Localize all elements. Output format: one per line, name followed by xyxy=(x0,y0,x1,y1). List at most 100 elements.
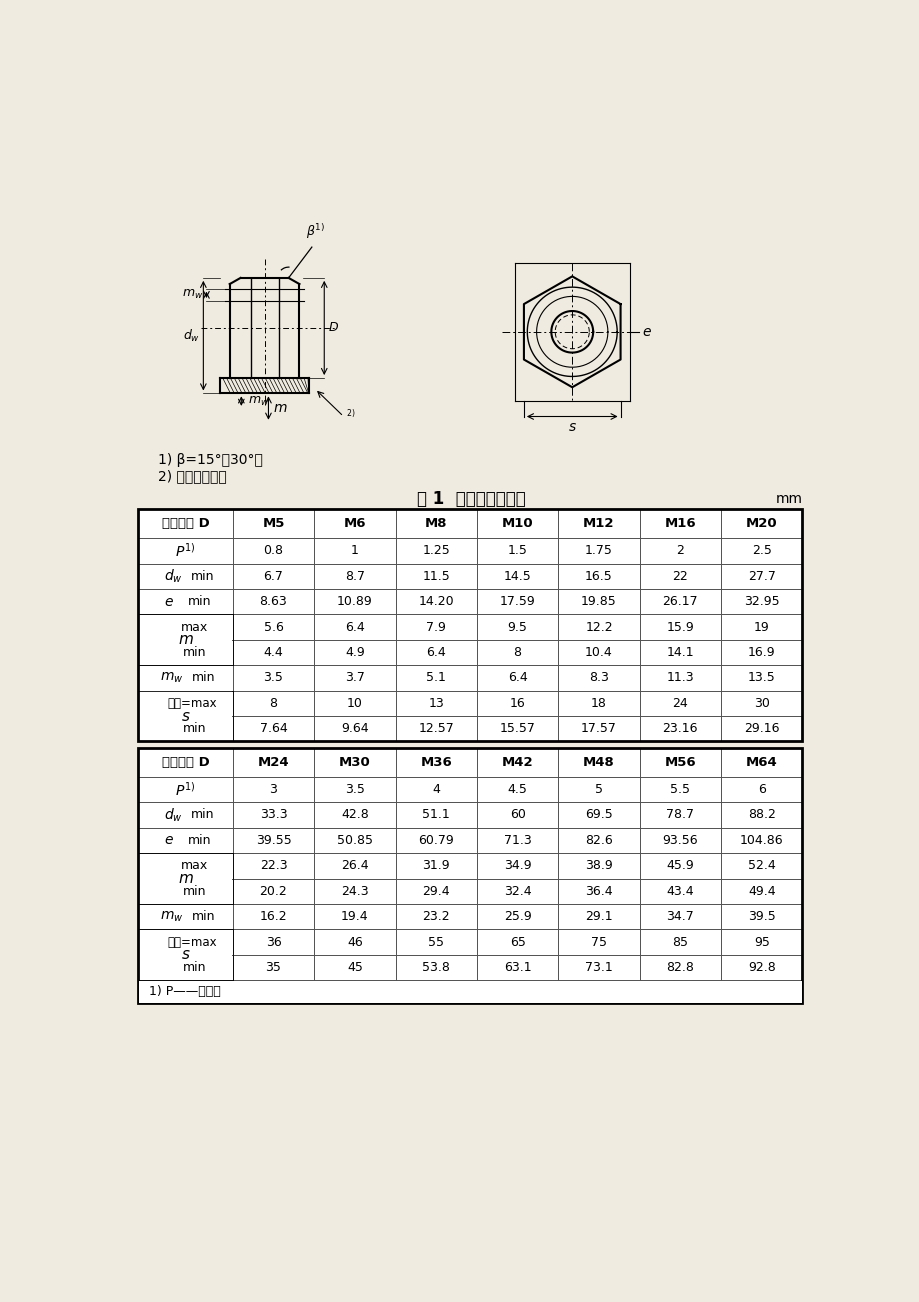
Text: 5.6: 5.6 xyxy=(263,621,283,634)
Text: min: min xyxy=(187,595,211,608)
Bar xyxy=(476,690,558,716)
Text: 43.4: 43.4 xyxy=(666,884,694,897)
Bar xyxy=(138,980,233,1004)
Text: 5.1: 5.1 xyxy=(425,672,446,685)
Text: M12: M12 xyxy=(583,517,614,530)
Text: 52.4: 52.4 xyxy=(747,859,775,872)
Bar xyxy=(639,853,720,879)
Bar xyxy=(233,777,313,802)
Bar xyxy=(138,904,233,930)
Text: $^{2)}$: $^{2)}$ xyxy=(346,409,355,419)
Bar xyxy=(639,904,720,930)
Bar xyxy=(720,802,801,828)
Text: 38.9: 38.9 xyxy=(584,859,612,872)
Text: m: m xyxy=(178,633,193,647)
Text: 14.5: 14.5 xyxy=(504,570,531,583)
Bar xyxy=(395,980,476,1004)
Text: 1.5: 1.5 xyxy=(507,544,527,557)
Bar xyxy=(476,904,558,930)
Bar xyxy=(313,564,395,589)
Bar xyxy=(558,665,639,690)
Text: min: min xyxy=(190,570,214,583)
Text: 73.1: 73.1 xyxy=(584,961,612,974)
Text: 82.8: 82.8 xyxy=(665,961,694,974)
Text: $m_w$: $m_w$ xyxy=(160,909,183,924)
Bar xyxy=(558,564,639,589)
Text: 53.8: 53.8 xyxy=(422,961,449,974)
Text: 3: 3 xyxy=(269,783,278,796)
Text: M36: M36 xyxy=(420,755,451,768)
Bar xyxy=(313,716,395,741)
Text: $e$: $e$ xyxy=(164,833,174,848)
Bar xyxy=(313,777,395,802)
Text: 29.1: 29.1 xyxy=(584,910,612,923)
Bar xyxy=(476,665,558,690)
Text: s: s xyxy=(181,708,189,724)
Bar xyxy=(313,690,395,716)
Bar xyxy=(639,747,720,777)
Bar xyxy=(720,954,801,980)
Text: $P^{1)}$: $P^{1)}$ xyxy=(176,542,196,560)
Bar xyxy=(139,980,801,1003)
Text: 92.8: 92.8 xyxy=(747,961,775,974)
Text: 63.1: 63.1 xyxy=(504,961,531,974)
Bar xyxy=(558,980,639,1004)
Bar xyxy=(313,509,395,538)
Text: 19.4: 19.4 xyxy=(341,910,369,923)
Bar xyxy=(558,538,639,564)
Bar xyxy=(395,930,476,954)
Text: 75: 75 xyxy=(590,936,607,949)
Bar xyxy=(476,879,558,904)
Bar xyxy=(395,747,476,777)
Bar xyxy=(313,828,395,853)
Bar xyxy=(138,509,801,741)
Text: 1: 1 xyxy=(350,544,358,557)
Text: 51.1: 51.1 xyxy=(422,809,449,822)
Text: 93.56: 93.56 xyxy=(662,833,698,846)
Bar xyxy=(720,777,801,802)
Bar xyxy=(233,690,313,716)
Text: 88.2: 88.2 xyxy=(747,809,775,822)
Text: 1) β=15°～30°。: 1) β=15°～30°。 xyxy=(157,453,262,467)
Text: 23.16: 23.16 xyxy=(662,723,698,736)
Bar xyxy=(138,589,233,615)
Text: 螺纹规格 D: 螺纹规格 D xyxy=(162,755,210,768)
Text: mm: mm xyxy=(776,492,802,506)
Bar xyxy=(639,665,720,690)
Text: M6: M6 xyxy=(343,517,366,530)
Bar xyxy=(138,954,233,980)
Text: M42: M42 xyxy=(501,755,533,768)
Bar xyxy=(233,564,313,589)
Text: 30: 30 xyxy=(753,697,769,710)
Text: m: m xyxy=(178,871,193,885)
Text: 螺纹规格 D: 螺纹规格 D xyxy=(162,517,210,530)
Bar xyxy=(233,589,313,615)
Bar xyxy=(395,564,476,589)
Text: 公称=max: 公称=max xyxy=(166,936,216,949)
Bar xyxy=(139,615,232,665)
Text: 5.5: 5.5 xyxy=(670,783,689,796)
Text: 16: 16 xyxy=(509,697,525,710)
Text: 12.2: 12.2 xyxy=(584,621,612,634)
Text: 8.63: 8.63 xyxy=(259,595,287,608)
Bar xyxy=(720,853,801,879)
Bar xyxy=(395,802,476,828)
Text: 0.8: 0.8 xyxy=(263,544,283,557)
Text: min: min xyxy=(190,809,214,822)
Text: 25.9: 25.9 xyxy=(504,910,531,923)
Bar xyxy=(476,980,558,1004)
Text: 34.9: 34.9 xyxy=(504,859,531,872)
Bar xyxy=(395,828,476,853)
Bar xyxy=(639,589,720,615)
Text: 5: 5 xyxy=(595,783,602,796)
Bar xyxy=(476,615,558,639)
Bar xyxy=(558,690,639,716)
Text: $e$: $e$ xyxy=(164,595,174,608)
Bar xyxy=(233,538,313,564)
Text: 6.4: 6.4 xyxy=(507,672,527,685)
Bar xyxy=(233,747,313,777)
Text: 2: 2 xyxy=(675,544,684,557)
Text: 24.3: 24.3 xyxy=(341,884,369,897)
Bar xyxy=(313,615,395,639)
Bar xyxy=(313,538,395,564)
